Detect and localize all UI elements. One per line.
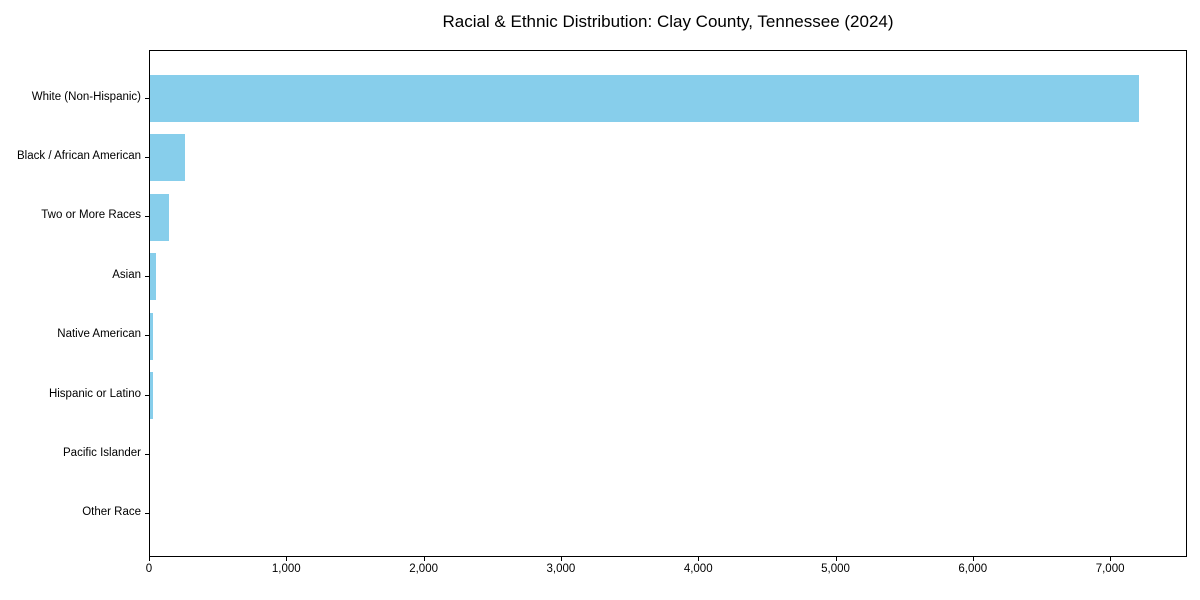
plot-area (149, 50, 1187, 557)
y-tick-label-hispanic-or-latino: Hispanic or Latino (48, 387, 141, 400)
bar-two-or-more-races (150, 193, 170, 241)
y-tick-label-two-or-more-races: Two or More Races (41, 209, 141, 222)
x-tick-label-6-000: 6,000 (958, 563, 988, 575)
x-tick-label-5-000: 5,000 (821, 563, 850, 575)
bar-native-american (150, 312, 153, 360)
bar-white-non-hispanic (150, 75, 1139, 122)
bar-black-african-american (150, 134, 185, 182)
x-tick-label-2-000: 2,000 (409, 563, 438, 575)
y-tick-label-pacific-islander: Pacific Islander (63, 446, 141, 459)
x-tick-label-7-000: 7,000 (1095, 563, 1125, 575)
y-tick-label-white-non-hispanic: White (Non-Hispanic) (31, 90, 141, 103)
x-axis-tick (698, 557, 700, 561)
y-axis-tick (145, 156, 149, 158)
x-tick-label-1-000: 1,000 (271, 563, 301, 575)
y-axis-tick (145, 335, 149, 337)
bar-hispanic-or-latino (150, 372, 154, 419)
y-axis-tick (145, 394, 149, 396)
x-axis-tick (149, 557, 150, 561)
x-tick-label-3-000: 3,000 (546, 563, 576, 575)
y-axis-tick (145, 453, 149, 455)
y-tick-label-asian: Asian (112, 268, 141, 281)
x-tick-label-0: 0 (145, 563, 153, 575)
x-axis-tick (286, 557, 288, 561)
y-axis-tick (145, 216, 149, 218)
y-tick-label-black-african-american: Black / African American (17, 149, 141, 162)
x-axis-tick (560, 557, 562, 561)
y-tick-label-other-race: Other Race (82, 506, 141, 519)
bar-asian (150, 253, 157, 301)
y-axis-tick (145, 97, 149, 99)
y-tick-label-native-american: Native American (57, 328, 141, 341)
x-axis-tick (972, 557, 974, 561)
y-axis-tick (145, 513, 149, 515)
x-axis-tick (1110, 557, 1112, 561)
chart-title: Racial & Ethnic Distribution: Clay Count… (442, 12, 894, 31)
x-tick-label-4-000: 4,000 (683, 563, 713, 575)
x-axis-tick (835, 557, 837, 561)
y-axis-tick (145, 275, 149, 277)
x-axis-tick (423, 557, 425, 561)
